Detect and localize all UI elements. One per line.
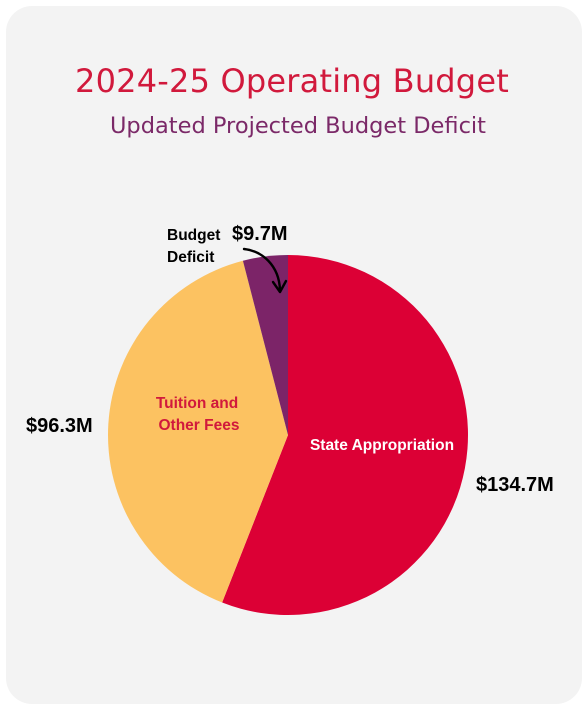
pie-slice-state-appropriation: [222, 255, 468, 615]
slice-label-tuition-line1: Tuition and: [156, 395, 238, 412]
pie-slice-budget-deficit: [242, 255, 288, 435]
value-label-budget-deficit: $9.7M: [232, 223, 288, 245]
slice-label-tuition-line2: Other Fees: [159, 417, 240, 434]
pie-slice-tuition-and-other-fees: [107, 260, 289, 603]
arrowhead-icon: [271, 279, 288, 294]
value-label-tuition: $96.3M: [26, 415, 93, 437]
chart-subtitle: Updated Projected Budget Deficit: [109, 113, 487, 139]
slice-label-deficit-line1: Budget: [167, 227, 220, 244]
slice-label-state-appropriation: State Appropriation: [310, 437, 454, 454]
value-label-state-appropriation: $134.7M: [476, 474, 554, 496]
slice-label-deficit-line2: Deficit: [167, 249, 214, 266]
arrow-icon: [242, 247, 282, 292]
chart-title: 2024-25 Operating Budget: [75, 62, 509, 100]
